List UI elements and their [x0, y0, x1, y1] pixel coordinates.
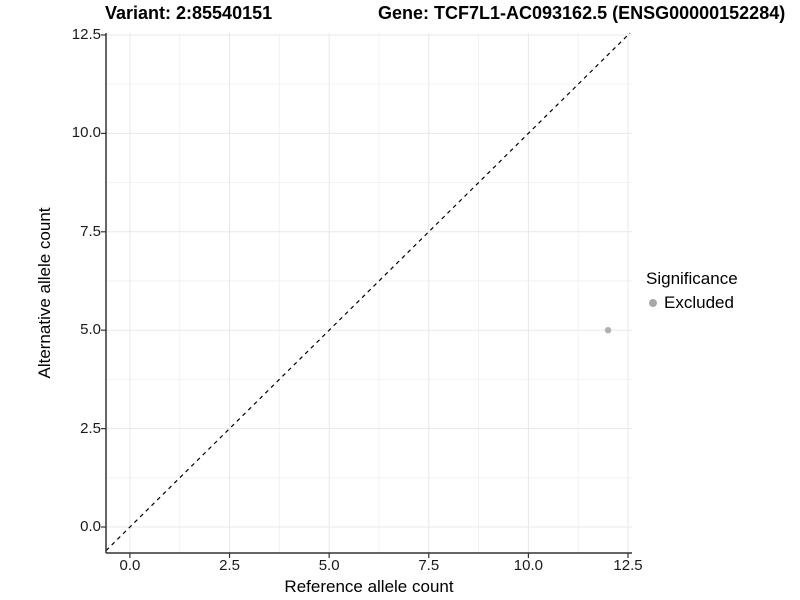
x-tick-label: 5.0 [318, 557, 340, 574]
y-tick-label: 0.0 [80, 518, 101, 536]
variant-title: Variant: 2:85540151 [105, 3, 273, 23]
x-tick-label: 2.5 [219, 557, 240, 574]
legend-entry: Excluded [646, 293, 738, 313]
y-tick-label: 10.0 [71, 124, 101, 142]
x-tick-label: 7.5 [418, 557, 440, 574]
data-point [604, 326, 612, 334]
legend-title: Significance [646, 269, 738, 288]
y-tick-label: 5.0 [80, 321, 101, 339]
y-tick-label: 2.5 [80, 419, 101, 437]
x-axis-title: Reference allele count [284, 577, 454, 596]
identity-line [105, 32, 631, 552]
legend: Significance Excluded [646, 268, 738, 313]
gene-title: Gene: TCF7L1-AC093162.5 (ENSG00000152284… [378, 3, 786, 23]
x-tick-label: 12.5 [613, 557, 643, 574]
x-tick-label: 0.0 [119, 557, 141, 574]
legend-entry-label: Excluded [664, 293, 734, 312]
x-tick-label: 10.0 [513, 557, 543, 574]
y-tick-label: 12.5 [71, 25, 101, 43]
y-tick-label: 7.5 [80, 222, 101, 240]
legend-point-icon [649, 299, 657, 307]
